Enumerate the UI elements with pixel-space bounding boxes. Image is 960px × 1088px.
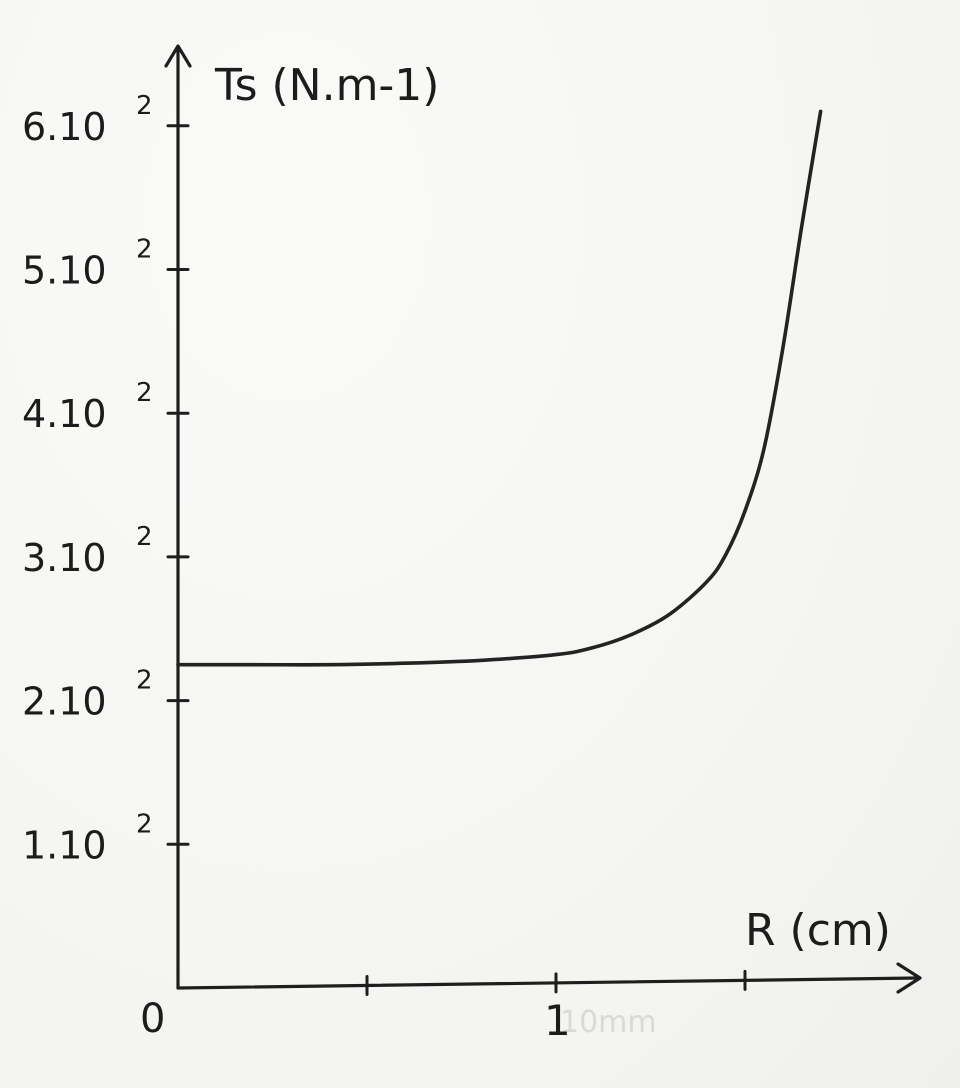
data-point — [724, 552, 728, 556]
y-tick-exponent: 2 — [136, 809, 153, 839]
y-tick-label: 1.10 — [22, 823, 107, 867]
data-point — [554, 653, 558, 657]
data-point — [252, 663, 256, 667]
series-points — [176, 109, 823, 667]
data-point — [743, 509, 747, 513]
x-axis-arrow — [896, 962, 922, 994]
x-axis — [176, 976, 920, 990]
y-tick-exponent: 2 — [136, 378, 153, 408]
data-point — [592, 645, 596, 649]
y-tick-label: 5.10 — [22, 249, 107, 293]
data-point — [705, 579, 709, 583]
origin-label: 0 — [140, 996, 165, 1042]
x-axis-label: R (cm) — [745, 905, 891, 956]
y-ticks: 1.10 2 2.10 2 3.10 2 4.10 2 5.10 2 6.10 2 — [22, 91, 190, 867]
series-line — [176, 109, 823, 667]
data-point — [819, 109, 823, 113]
data-point — [327, 663, 331, 667]
y-tick-exponent: 2 — [136, 522, 153, 552]
data-point — [762, 447, 766, 451]
axes — [164, 44, 922, 994]
data-point — [403, 661, 407, 665]
y-tick-label: 2.10 — [22, 680, 107, 724]
y-tick-label: 6.10 — [22, 105, 107, 149]
x-tick-label: 1 — [544, 996, 571, 1045]
data-point — [800, 224, 804, 228]
y-axis-arrow — [164, 44, 192, 68]
data-point — [478, 658, 482, 662]
y-tick-label: 3.10 — [22, 536, 107, 580]
data-point — [781, 347, 785, 351]
y-tick-exponent: 2 — [136, 235, 153, 265]
y-tick-exponent: 2 — [136, 91, 153, 121]
y-tick-exponent: 2 — [136, 666, 153, 696]
y-tick-label: 4.10 — [22, 392, 107, 436]
bleed-through-mark: 10mm — [560, 1005, 657, 1040]
data-point — [630, 632, 634, 636]
x-ticks: 1 — [365, 969, 747, 1045]
data-point — [176, 663, 180, 667]
data-point — [667, 612, 671, 616]
y-axis-label: Ts (N.m-1) — [214, 60, 439, 111]
